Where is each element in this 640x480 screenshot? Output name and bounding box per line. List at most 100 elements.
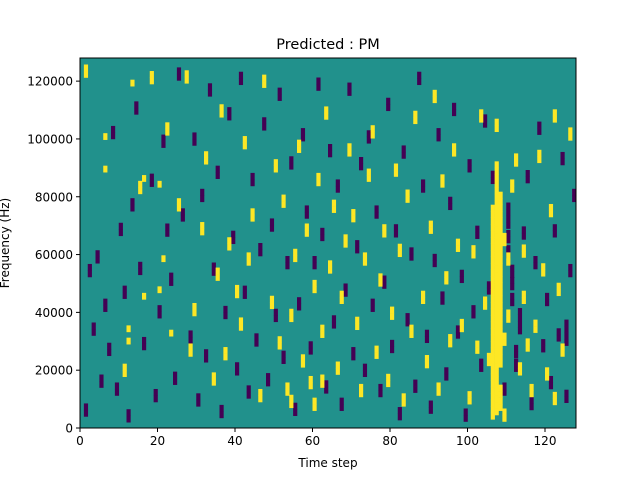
heatmap-cell-low [444, 373, 449, 381]
heatmap-cell-low [254, 339, 259, 347]
heatmap-cell-low [157, 311, 162, 319]
heatmap-cell-high [397, 243, 402, 251]
heatmap-cell-high [204, 157, 209, 165]
heatmap-cell-low [281, 350, 286, 358]
heatmap-cell-high [289, 401, 294, 409]
chart-title: Predicted : PM [276, 37, 379, 53]
heatmap-cell-high [324, 112, 329, 120]
heatmap-cell-high [269, 295, 275, 303]
heatmap-cell-high [494, 226, 499, 234]
heatmap-cell-low [347, 89, 352, 96]
heatmap-cell-low [204, 349, 209, 357]
heatmap-cell-high [517, 368, 523, 376]
heatmap-cell-high [304, 229, 309, 237]
heatmap-cell-low [238, 71, 244, 79]
heatmap-cell-high [498, 282, 503, 290]
heatmap-cell-high [548, 203, 554, 211]
heatmap-cell-low [362, 363, 368, 371]
heatmap-cell-high [494, 278, 499, 286]
heatmap-cell-low [238, 78, 244, 86]
heatmap-cell-low [506, 236, 511, 244]
heatmap-cell-low [165, 229, 170, 237]
heatmap-cell-high [525, 344, 530, 352]
heatmap-cell-low [335, 185, 340, 193]
heatmap-cell-high [498, 250, 503, 258]
heatmap-cell-high [498, 404, 503, 411]
heatmap-cell-low [192, 132, 197, 140]
heatmap-cell-high [277, 342, 282, 350]
heatmap-cell-high [293, 255, 298, 263]
heatmap-cell-high [273, 165, 278, 173]
heatmap-cell-low [521, 232, 526, 240]
heatmap-cell-low [510, 271, 515, 278]
heatmap-cell-high [215, 274, 220, 281]
heatmap-cell-low [153, 388, 158, 396]
heatmap-cell-high [498, 391, 503, 398]
heatmap-cell-high [304, 223, 309, 231]
heatmap-cell-high [312, 279, 317, 287]
heatmap-cell-high [498, 276, 503, 284]
heatmap-cell-high [494, 330, 499, 338]
heatmap-cell-high [238, 323, 244, 331]
heatmap-cell-low [517, 314, 523, 322]
heatmap-cell-high [258, 395, 263, 403]
heatmap-cell-low [219, 411, 224, 419]
heatmap-cell-low [525, 176, 530, 184]
heatmap-cell-low [455, 331, 461, 339]
heatmap-cell-high [343, 234, 348, 242]
heatmap-cell-high [312, 404, 317, 411]
heatmap-cell-low [204, 355, 209, 363]
heatmap-cell-low [490, 177, 495, 185]
heatmap-cell-high [490, 399, 495, 407]
heatmap-cell-high [277, 336, 282, 344]
y-tick-label: 40000 [35, 306, 73, 320]
heatmap-cell-low [149, 173, 154, 181]
heatmap-cell-low [219, 404, 224, 412]
heatmap-cell-low [192, 138, 197, 146]
heatmap-cell-high [494, 252, 499, 260]
heatmap-cell-high [409, 331, 414, 338]
heatmap-cell-low [545, 299, 550, 307]
heatmap-cell-high [494, 161, 499, 169]
heatmap-cell-low [122, 285, 127, 293]
heatmap-cell-high [502, 339, 507, 346]
heatmap-cell-high [498, 289, 503, 297]
heatmap-cell-high [444, 271, 449, 278]
heatmap-cell-low [471, 311, 476, 319]
heatmap-cell-high [494, 304, 499, 312]
heatmap-cell-high [161, 255, 166, 263]
heatmap-cell-high [494, 323, 499, 331]
heatmap-cell-high [498, 269, 503, 277]
heatmap-cell-low [312, 256, 317, 263]
heatmap-cell-high [347, 149, 352, 157]
heatmap-cell-low [266, 373, 271, 380]
heatmap-cell-high [541, 263, 546, 271]
heatmap-cell-low [475, 232, 480, 239]
heatmap-cell-high [459, 325, 464, 333]
heatmap-cell-low [138, 261, 143, 269]
heatmap-cell-low [304, 205, 309, 213]
heatmap-cell-high [293, 248, 298, 256]
heatmap-cell-high [510, 185, 515, 193]
heatmap-cell-high [494, 213, 499, 221]
heatmap-cell-high [421, 290, 426, 298]
heatmap-cell-high [494, 118, 499, 126]
heatmap-cell-high [378, 273, 383, 281]
heatmap-cell-high [188, 343, 193, 351]
heatmap-cell-low [452, 102, 457, 110]
heatmap-cell-low [215, 165, 220, 173]
heatmap-cell-high [494, 193, 499, 201]
heatmap-cell-high [490, 393, 495, 401]
heatmap-cell-low [258, 243, 263, 250]
heatmap-cell-high [386, 373, 391, 381]
heatmap-cell-low [293, 402, 298, 410]
heatmap-cell-low [374, 205, 379, 213]
heatmap-cell-high [498, 198, 503, 205]
heatmap-cell-low [153, 395, 158, 403]
heatmap-cell-high [514, 159, 519, 167]
heatmap-cell-high [471, 245, 476, 252]
heatmap-cell-high [142, 175, 147, 182]
heatmap-cell-high [479, 109, 484, 117]
heatmap-cell-low [262, 123, 267, 131]
heatmap-cell-low [514, 358, 519, 366]
